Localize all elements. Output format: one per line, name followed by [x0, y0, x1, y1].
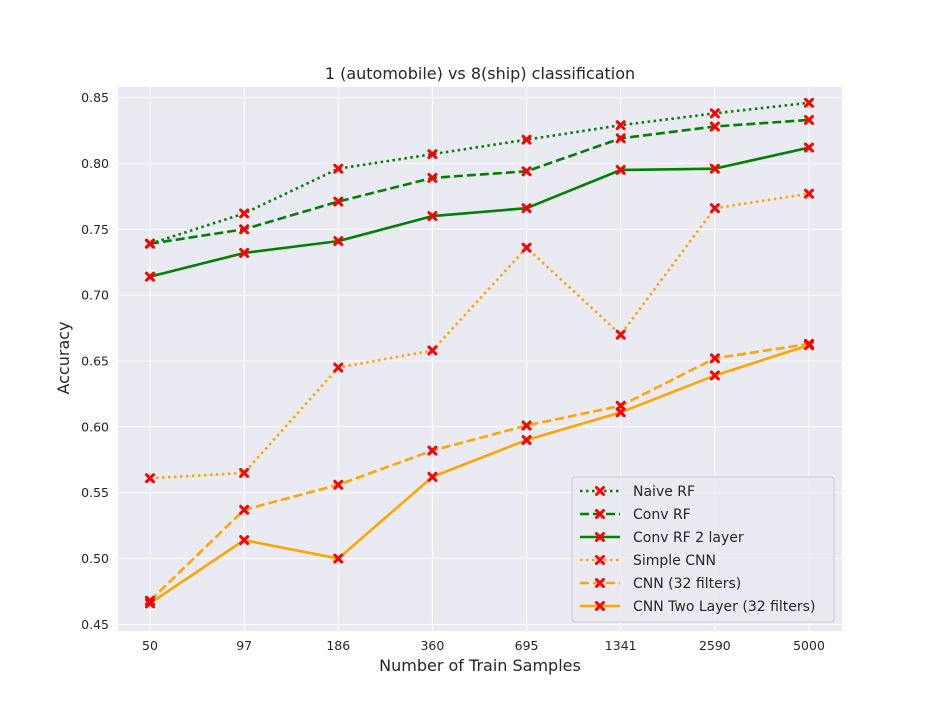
series-conv-rf [145, 114, 814, 249]
x-axis-label: Number of Train Samples [379, 656, 581, 675]
data-point [615, 120, 626, 131]
y-tick-label: 0.55 [81, 485, 109, 500]
data-point [145, 598, 155, 609]
data-point [804, 340, 814, 351]
data-point [521, 420, 532, 431]
legend-label: Conv RF [633, 507, 691, 523]
legend-marker [595, 578, 605, 588]
legend-marker [595, 509, 605, 519]
data-point [804, 114, 814, 125]
x-tick-label: 5000 [793, 638, 825, 653]
data-point [521, 134, 532, 145]
legend: Naive RF Conv RF Conv RF 2 layer Simple CNN… [571, 476, 835, 623]
data-point [709, 121, 720, 132]
data-point [521, 435, 532, 446]
legend-label: CNN Two Layer (32 filters) [633, 599, 815, 615]
y-tick-label: 0.75 [81, 222, 109, 237]
legend-entry: Naive RF [580, 484, 695, 500]
data-point [615, 133, 626, 144]
data-point [615, 164, 626, 175]
series-group [145, 97, 814, 609]
legend-entry: Conv RF 2 layer [580, 530, 744, 546]
data-point [333, 553, 344, 564]
legend-box [571, 476, 835, 623]
data-point [333, 196, 344, 207]
legend-entry: CNN (32 filters) [580, 576, 741, 592]
legend-entry: CNN Two Layer (32 filters) [580, 599, 815, 615]
y-tick-label: 0.70 [81, 288, 109, 303]
y-tick-label: 0.50 [81, 551, 109, 566]
x-tick-label: 1341 [605, 638, 637, 653]
legend-label: Conv RF 2 layer [633, 530, 744, 546]
series-line [149, 118, 810, 246]
data-point [427, 471, 438, 482]
data-point [427, 345, 438, 356]
y-axis-label: Accuracy [54, 321, 73, 394]
data-point [145, 238, 155, 249]
y-axis-ticks: 0.45 0.50 0.55 0.60 0.65 0.70 0.75 0.80 0.85 [81, 90, 109, 632]
y-tick-label: 0.60 [81, 419, 109, 434]
x-tick-label: 50 [142, 638, 158, 653]
data-point [333, 362, 344, 373]
legend-marker [595, 601, 605, 611]
data-point [427, 149, 438, 160]
legend-entry: Simple CNN [580, 553, 716, 569]
data-point [521, 242, 532, 253]
x-tick-label: 360 [420, 638, 444, 653]
x-tick-label: 695 [515, 638, 539, 653]
data-point [615, 407, 626, 418]
data-point [239, 504, 250, 515]
x-tick-label: 2590 [699, 638, 731, 653]
y-tick-label: 0.85 [81, 90, 109, 105]
data-point [239, 535, 250, 546]
data-point [145, 271, 155, 282]
data-point [333, 236, 344, 247]
chart-title: 1 (automobile) vs 8(ship) classification [325, 64, 635, 83]
data-point [239, 224, 250, 235]
data-point [709, 370, 720, 381]
data-point [804, 142, 814, 153]
legend-entry: Conv RF [580, 507, 691, 523]
x-axis-ticks: 50 97 186 360 695 1341 2590 5000 [142, 638, 825, 653]
data-point [333, 163, 344, 174]
data-point [804, 188, 814, 199]
legend-marker [595, 486, 605, 496]
legend-label: Naive RF [633, 484, 695, 500]
y-tick-label: 0.65 [81, 353, 109, 368]
legend-marker [595, 532, 605, 542]
data-point [239, 467, 250, 478]
data-point [145, 473, 155, 484]
series-conv-rf-2-layer [145, 142, 814, 282]
legend-label: CNN (32 filters) [633, 576, 741, 592]
y-tick-label: 0.45 [81, 617, 109, 632]
data-point [333, 479, 344, 490]
data-point [709, 163, 720, 174]
data-point [709, 108, 720, 119]
data-point [709, 353, 720, 364]
data-point [427, 211, 438, 222]
series-line [149, 146, 810, 278]
data-point [239, 208, 250, 219]
data-point [427, 445, 438, 456]
y-tick-label: 0.80 [81, 156, 109, 171]
data-point [615, 329, 626, 340]
series-line [149, 101, 810, 245]
series-simple-cnn [145, 188, 814, 484]
series-line [149, 342, 810, 602]
legend-marker [595, 555, 605, 565]
x-tick-label: 97 [236, 638, 252, 653]
series-cnn-two-layer-32-filters [145, 340, 814, 609]
data-point [709, 203, 720, 214]
data-point [521, 166, 532, 177]
x-tick-label: 186 [326, 638, 350, 653]
series-line [149, 343, 810, 605]
data-point [427, 172, 438, 183]
data-point [804, 97, 814, 108]
data-point [239, 247, 250, 258]
data-point [521, 203, 532, 214]
legend-label: Simple CNN [633, 553, 716, 569]
